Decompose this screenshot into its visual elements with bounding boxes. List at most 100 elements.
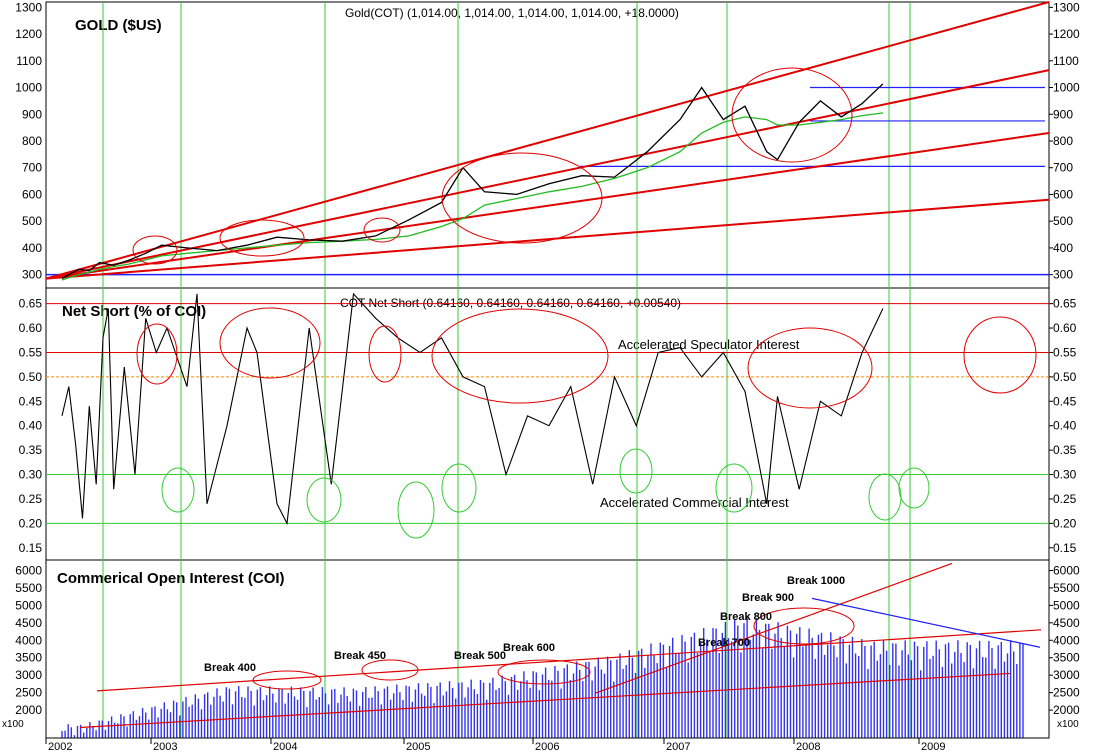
y-tick-label-right: 1300 xyxy=(1053,0,1080,14)
trendline xyxy=(45,131,1050,280)
commercial-ellipse xyxy=(161,467,195,513)
y-tick-label-left: 0.45 xyxy=(19,394,43,408)
y-tick-label-right: 6000 xyxy=(1053,563,1080,577)
y-tick-label-right: 1200 xyxy=(1053,27,1080,41)
netshort-panel-title: Net Short (% of COI) xyxy=(62,303,206,320)
y-tick-label-left: 0.30 xyxy=(19,468,43,482)
coi-unit-left: x100 xyxy=(2,719,24,730)
y-tick-label-right: 500 xyxy=(1053,214,1073,228)
y-tick-label-right: 800 xyxy=(1053,134,1073,148)
trendline xyxy=(45,69,1050,280)
y-tick-label-right: 0.65 xyxy=(1053,297,1077,311)
gold-panel-header: Gold(COT) (1,014.00, 1,014.00, 1,014.00,… xyxy=(345,6,679,20)
x-tick-label: 2004 xyxy=(273,741,297,752)
coi-unit-right: x100 xyxy=(1057,719,1079,730)
y-tick-label-right: 0.50 xyxy=(1053,370,1077,384)
commercial-ellipse xyxy=(397,481,435,539)
y-tick-label-right: 300 xyxy=(1053,268,1073,282)
y-tick-label-left: 4000 xyxy=(15,633,42,647)
y-tick-label-right: 5000 xyxy=(1053,598,1080,612)
y-tick-label-left: 600 xyxy=(22,187,42,201)
coi-trendline xyxy=(96,629,1042,692)
coi-highlight-ellipse xyxy=(497,659,591,685)
highlight-ellipse xyxy=(219,219,305,257)
y-tick-label-right: 0.55 xyxy=(1053,345,1077,359)
coi-bars xyxy=(61,617,1024,738)
coi-trendline xyxy=(79,672,1011,729)
y-tick-label-right: 2000 xyxy=(1053,703,1080,717)
break-label: Break 400 xyxy=(204,662,256,674)
x-tick-label: 2006 xyxy=(535,741,559,752)
speculator-ellipse xyxy=(431,308,609,404)
commercial-ellipse xyxy=(715,463,753,513)
y-tick-label-right: 900 xyxy=(1053,107,1073,121)
coi-downtrend-line xyxy=(811,597,1041,648)
y-tick-label-left: 0.20 xyxy=(19,516,43,530)
y-tick-label-left: 0.65 xyxy=(19,297,43,311)
y-tick-label-right: 400 xyxy=(1053,241,1073,255)
x-tick-label: 2005 xyxy=(406,741,430,752)
y-tick-label-left: 700 xyxy=(22,161,42,175)
netshort-panel-header: COT Net Short (0.64160, 0.64160, 0.64160… xyxy=(340,296,681,310)
y-tick-label-left: 1000 xyxy=(15,81,42,95)
x-tick-label: 2009 xyxy=(921,741,945,752)
highlight-ellipse xyxy=(441,152,603,244)
y-tick-label-right: 4500 xyxy=(1053,616,1080,630)
y-tick-label-right: 0.15 xyxy=(1053,541,1077,555)
y-tick-label-right: 0.25 xyxy=(1053,492,1077,506)
commercial-ellipse xyxy=(898,467,930,509)
coi-panel-title: Commerical Open Interest (COI) xyxy=(57,570,285,587)
break-label: Break 500 xyxy=(454,650,506,662)
coi-highlight-ellipse xyxy=(361,659,419,681)
y-tick-label-left: 1200 xyxy=(15,27,42,41)
y-tick-label-left: 5500 xyxy=(15,581,42,595)
y-tick-label-right: 2500 xyxy=(1053,686,1080,700)
y-tick-label-left: 300 xyxy=(22,268,42,282)
gold-panel-title: GOLD ($US) xyxy=(75,17,162,34)
y-tick-label-left: 0.35 xyxy=(19,443,43,457)
commercial-annotation: Accelerated Commercial Interest xyxy=(600,495,789,510)
y-tick-label-left: 400 xyxy=(22,241,42,255)
y-tick-label-left: 4500 xyxy=(15,616,42,630)
coi-trendline xyxy=(594,562,953,694)
break-label: Break 1000 xyxy=(787,575,845,587)
speculator-ellipse xyxy=(963,316,1037,394)
net-short-line xyxy=(61,292,884,526)
y-tick-label-left: 0.55 xyxy=(19,345,43,359)
y-tick-label-right: 1000 xyxy=(1053,81,1080,95)
y-tick-label-right: 0.20 xyxy=(1053,516,1077,530)
y-tick-label-left: 3000 xyxy=(15,668,42,682)
moving-average-line xyxy=(61,112,883,281)
commercial-ellipse xyxy=(306,477,342,523)
y-tick-label-left: 0.40 xyxy=(19,419,43,433)
break-label: Break 700 xyxy=(698,637,750,649)
speculator-ellipse xyxy=(136,323,178,385)
y-tick-label-right: 4000 xyxy=(1053,633,1080,647)
y-tick-label-right: 0.30 xyxy=(1053,468,1077,482)
x-tick-label: 2002 xyxy=(48,741,72,752)
netshort-panel: Net Short (% of COI) COT Net Short (0.64… xyxy=(45,287,1050,561)
trendline xyxy=(45,1,1050,280)
gold-panel: GOLD ($US) Gold(COT) (1,014.00, 1,014.00… xyxy=(45,1,1050,289)
y-tick-label-left: 1100 xyxy=(16,54,42,68)
y-tick-label-right: 0.35 xyxy=(1053,443,1077,457)
y-tick-label-left: 2000 xyxy=(15,703,42,717)
highlight-ellipse xyxy=(132,235,178,265)
speculator-ellipse xyxy=(747,327,873,409)
coi-panel: Commerical Open Interest (COI) x100 x100 xyxy=(2,559,1079,739)
y-tick-label-left: 900 xyxy=(22,107,42,121)
y-tick-label-left: 3500 xyxy=(15,651,42,665)
commercial-ellipse xyxy=(619,448,653,494)
y-tick-label-left: 0.50 xyxy=(19,370,43,384)
highlight-ellipse xyxy=(731,67,853,163)
gold-price-line xyxy=(61,83,884,280)
x-tick-label: 2008 xyxy=(796,741,820,752)
y-tick-label-right: 3000 xyxy=(1053,668,1080,682)
highlight-ellipse xyxy=(363,217,401,243)
y-tick-label-right: 3500 xyxy=(1053,651,1080,665)
y-tick-label-right: 700 xyxy=(1053,161,1073,175)
y-tick-label-right: 0.60 xyxy=(1053,321,1077,335)
break-label: Break 800 xyxy=(720,611,772,623)
break-label: Break 600 xyxy=(503,642,555,654)
